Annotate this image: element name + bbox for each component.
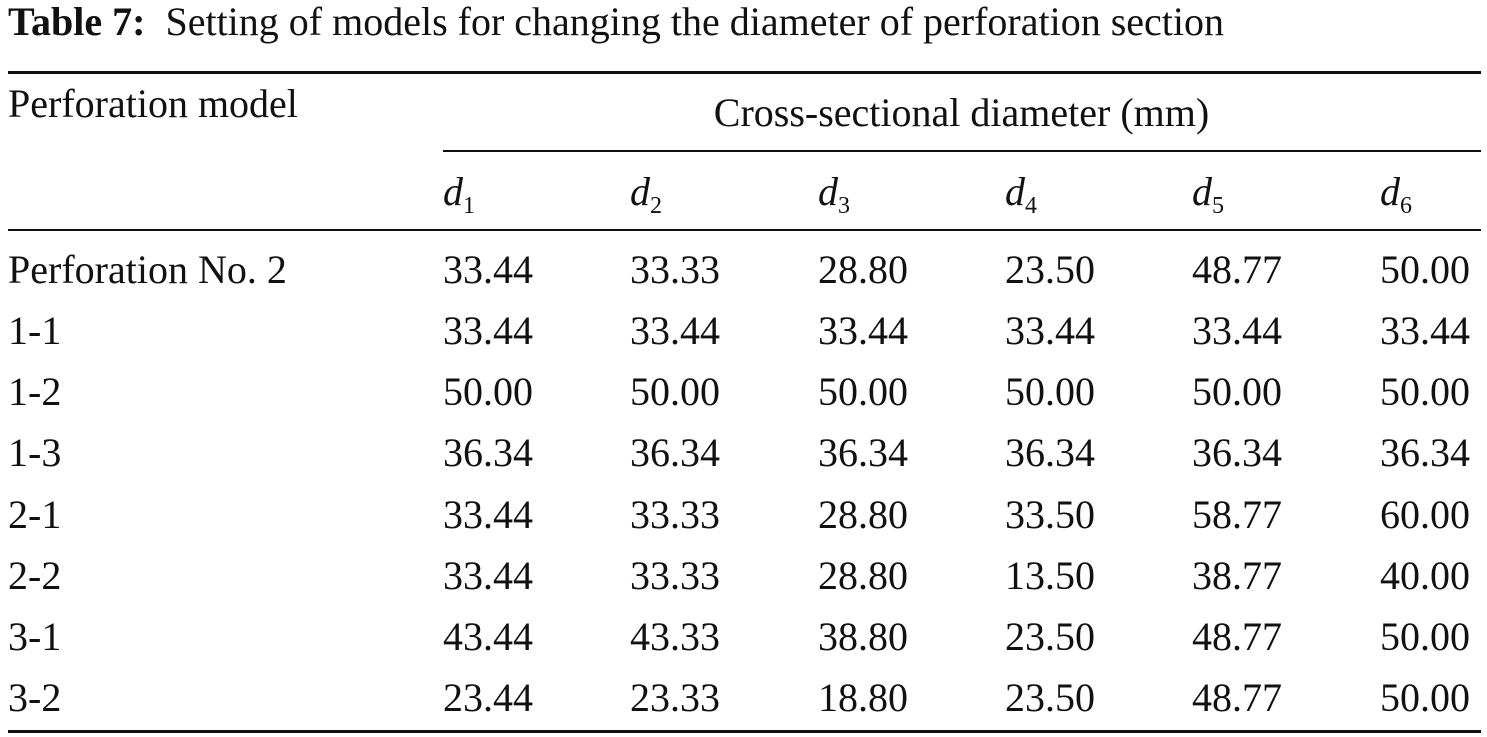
column-symbol: d (1005, 169, 1025, 214)
column-symbol: d (1192, 169, 1212, 214)
caption-text: Setting of models for changing the diame… (165, 0, 1225, 44)
row-label: 2-1 (8, 492, 62, 537)
cell: 33.44 (443, 492, 533, 537)
column-symbol: d (1380, 169, 1400, 214)
cell: 28.80 (818, 247, 908, 292)
caption-label: Table 7: (8, 0, 146, 44)
column-subscript: 6 (1400, 193, 1412, 219)
cell: 50.00 (818, 369, 908, 414)
cell: 33.33 (630, 247, 720, 292)
cell: 48.77 (1192, 247, 1282, 292)
cell: 36.34 (1005, 430, 1095, 475)
cell: 40.00 (1380, 553, 1470, 598)
column-header: d4 (1005, 172, 1037, 226)
cell: 13.50 (1005, 553, 1095, 598)
column-subscript: 2 (650, 193, 662, 219)
cell: 50.00 (1380, 369, 1470, 414)
cell: 18.80 (818, 675, 908, 720)
top-rule (8, 71, 1481, 74)
cell: 48.77 (1192, 675, 1282, 720)
cell: 36.34 (1380, 430, 1470, 475)
column-symbol: d (443, 169, 463, 214)
row-label: 3-2 (8, 675, 62, 720)
row-label: 1-1 (8, 308, 62, 353)
row-label: 1-3 (8, 430, 62, 475)
column-subscript: 3 (838, 193, 850, 219)
cell: 33.50 (1005, 492, 1095, 537)
cell: 50.00 (1192, 369, 1282, 414)
cell: 33.33 (630, 492, 720, 537)
cell: 33.44 (630, 308, 720, 353)
cell: 43.33 (630, 614, 720, 659)
cell: 33.44 (1005, 308, 1095, 353)
column-subscript: 4 (1025, 193, 1037, 219)
cell: 36.34 (443, 430, 533, 475)
cell: 33.44 (443, 553, 533, 598)
cell: 33.33 (630, 553, 720, 598)
row-label: 3-1 (8, 614, 62, 659)
bottom-rule (8, 730, 1481, 733)
cell: 23.50 (1005, 614, 1095, 659)
cell: 50.00 (1380, 614, 1470, 659)
cell: 23.44 (443, 675, 533, 720)
column-header: d2 (630, 172, 662, 226)
cell: 36.34 (1192, 430, 1282, 475)
cell: 23.50 (1005, 675, 1095, 720)
group-rule (443, 150, 1481, 152)
cell: 36.34 (630, 430, 720, 475)
row-header: Perforation model (8, 81, 298, 126)
column-symbol: d (630, 169, 650, 214)
row-label: 2-2 (8, 553, 62, 598)
cell: 50.00 (443, 369, 533, 414)
header-rule (8, 229, 1481, 231)
cell: 38.80 (818, 614, 908, 659)
cell: 28.80 (818, 492, 908, 537)
cell: 33.44 (1192, 308, 1282, 353)
cell: 23.50 (1005, 247, 1095, 292)
cell: 50.00 (1005, 369, 1095, 414)
cell: 23.33 (630, 675, 720, 720)
cell: 58.77 (1192, 492, 1282, 537)
cell: 50.00 (1380, 675, 1470, 720)
cell: 43.44 (443, 614, 533, 659)
column-subscript: 1 (463, 193, 475, 219)
cell: 33.44 (443, 247, 533, 292)
cell: 48.77 (1192, 614, 1282, 659)
group-header: Cross-sectional diameter (mm) (713, 90, 1210, 135)
cell: 50.00 (630, 369, 720, 414)
column-header: d1 (443, 172, 475, 226)
cell: 33.44 (443, 308, 533, 353)
cell: 33.44 (818, 308, 908, 353)
cell: 33.44 (1380, 308, 1470, 353)
caption: Table 7: Setting of models for changing … (8, 2, 1224, 42)
column-symbol: d (818, 169, 838, 214)
row-label: 1-2 (8, 369, 62, 414)
cell: 36.34 (818, 430, 908, 475)
cell: 28.80 (818, 553, 908, 598)
column-header: d3 (818, 172, 850, 226)
cell: 38.77 (1192, 553, 1282, 598)
column-subscript: 5 (1212, 193, 1224, 219)
cell: 50.00 (1380, 247, 1470, 292)
column-header: d5 (1192, 172, 1224, 226)
cell: 60.00 (1380, 492, 1470, 537)
row-label: Perforation No. 2 (8, 247, 287, 292)
column-header: d6 (1380, 172, 1412, 226)
